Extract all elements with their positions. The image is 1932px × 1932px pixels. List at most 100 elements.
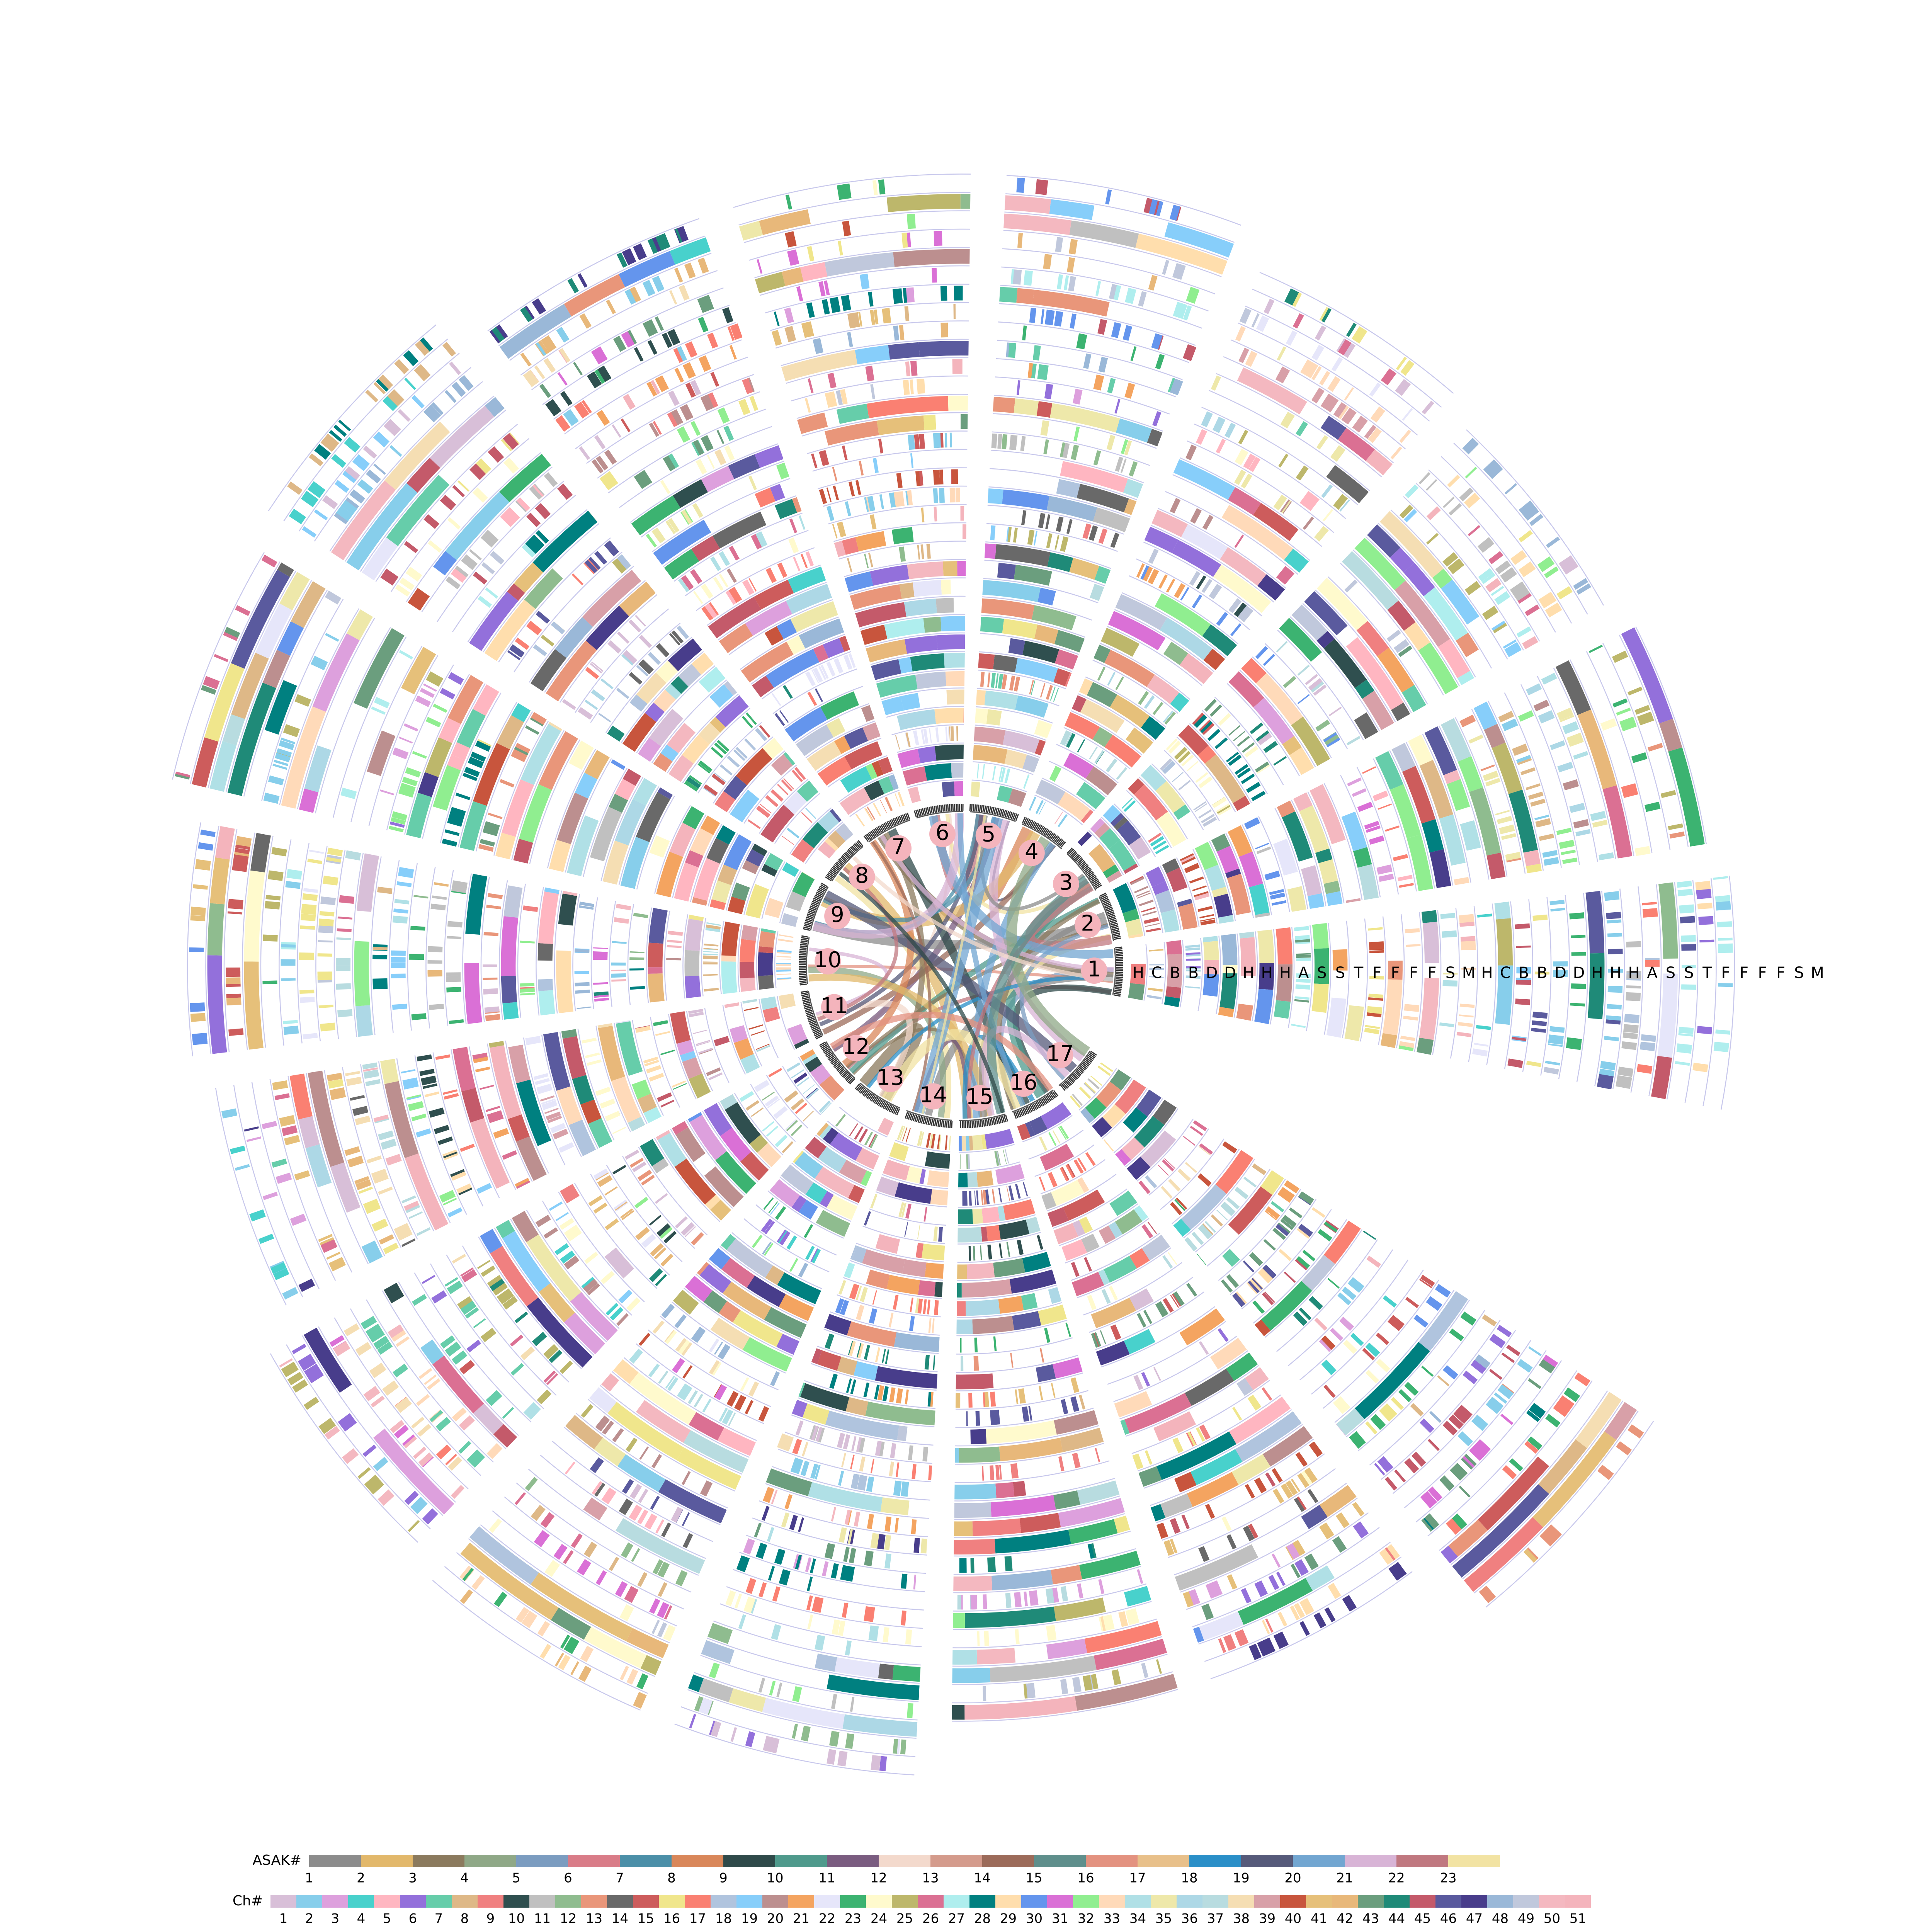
track-block	[881, 696, 904, 716]
track-stripe	[391, 957, 406, 963]
track-outline	[520, 270, 718, 376]
track-block	[1421, 819, 1444, 853]
track-stripe	[800, 1461, 810, 1476]
track-block	[501, 916, 519, 976]
track-stripe	[1369, 976, 1384, 980]
tick	[880, 824, 885, 831]
track-stripe	[263, 793, 280, 804]
track-stripe	[896, 473, 903, 488]
track-stripe	[1087, 1294, 1097, 1310]
track-block	[250, 833, 271, 872]
track-stripe	[1141, 1663, 1149, 1678]
track-outline	[875, 1191, 947, 1208]
track-stripe	[1251, 1277, 1263, 1290]
track-stripe	[1566, 1045, 1581, 1050]
track-stripe	[415, 340, 430, 356]
track-stripe	[336, 958, 351, 966]
track-stripe	[485, 1105, 500, 1112]
track-stripe	[523, 370, 539, 387]
track-outline	[1340, 775, 1381, 898]
track-outline	[1360, 918, 1368, 1042]
tick	[942, 1120, 945, 1128]
track-stripe	[1290, 1605, 1300, 1621]
track-outline	[733, 173, 971, 208]
tick	[1006, 811, 1009, 818]
tick	[799, 954, 806, 956]
track-stripe	[540, 1512, 555, 1528]
track-outline	[1107, 1321, 1226, 1385]
track-block	[1429, 849, 1451, 888]
track-block	[1054, 1410, 1099, 1435]
track-stripe	[1333, 494, 1348, 510]
track-outline	[796, 394, 968, 419]
track-stripe	[1390, 446, 1402, 459]
track-stripe	[648, 651, 661, 665]
track-stripe	[1005, 1149, 1009, 1164]
tick	[1039, 826, 1044, 833]
track-stripe	[489, 330, 500, 344]
track-stripe	[1405, 928, 1420, 934]
track-stripe	[1111, 1669, 1121, 1685]
track-stripe	[1115, 323, 1121, 338]
track-stripe	[320, 896, 336, 905]
track-block	[761, 864, 778, 877]
track-stripe	[1180, 854, 1195, 864]
track-stripe	[1194, 894, 1210, 901]
track-stripe	[480, 838, 495, 847]
track-outline	[1630, 886, 1643, 1093]
track-block	[514, 562, 544, 593]
track-block	[1103, 864, 1119, 878]
track-stripe	[1526, 1061, 1542, 1067]
track-block	[1019, 1513, 1061, 1533]
track-stripe	[1324, 1607, 1336, 1622]
track-outline	[953, 1566, 1141, 1594]
track-block	[888, 774, 899, 790]
track-stripe	[1549, 1026, 1565, 1033]
track-outline	[722, 1005, 746, 1075]
track-stripe	[1426, 1299, 1440, 1311]
track-stripe	[629, 968, 645, 971]
track-stripe	[1283, 676, 1296, 688]
tick	[1095, 884, 1102, 889]
track-stripe	[841, 1452, 847, 1468]
track-outline	[791, 1162, 859, 1205]
track-block	[1076, 782, 1105, 810]
track-outline	[719, 1246, 815, 1306]
track-stripe	[693, 591, 703, 604]
track-stripe	[514, 1492, 526, 1505]
tick	[803, 1003, 811, 1006]
track-block	[1319, 1485, 1357, 1517]
track-block	[906, 1166, 922, 1184]
track-stripe	[365, 389, 378, 403]
track-stripe	[689, 1714, 696, 1729]
track-stripe	[436, 1444, 452, 1459]
track-stripe	[756, 1543, 767, 1559]
track-stripe	[398, 409, 411, 422]
track-outline	[1619, 634, 1689, 847]
track-outline	[1504, 692, 1562, 868]
track-outline	[540, 1454, 706, 1559]
track-stripe	[669, 633, 681, 646]
track-stripe	[290, 1214, 307, 1226]
track-outline	[902, 761, 964, 771]
track-block	[969, 1136, 973, 1151]
track-block	[1069, 220, 1139, 248]
track-outline	[713, 736, 774, 804]
track-block	[886, 194, 961, 213]
track-block	[707, 1623, 733, 1644]
tick	[895, 1107, 899, 1115]
track-block	[607, 1402, 684, 1460]
track-block	[1016, 288, 1034, 304]
track-stripe	[1331, 357, 1343, 372]
track-stripe	[856, 1437, 862, 1452]
track-stripe	[1209, 583, 1220, 598]
track-outline	[707, 1260, 808, 1323]
track-stripe	[1145, 923, 1160, 927]
track-stripe	[701, 435, 714, 452]
track-stripe	[1534, 971, 1549, 975]
track-stripe	[1461, 968, 1476, 970]
track-outline	[1139, 777, 1188, 839]
track-block	[942, 781, 955, 797]
track-block	[613, 1359, 639, 1384]
track-block	[1457, 671, 1475, 685]
